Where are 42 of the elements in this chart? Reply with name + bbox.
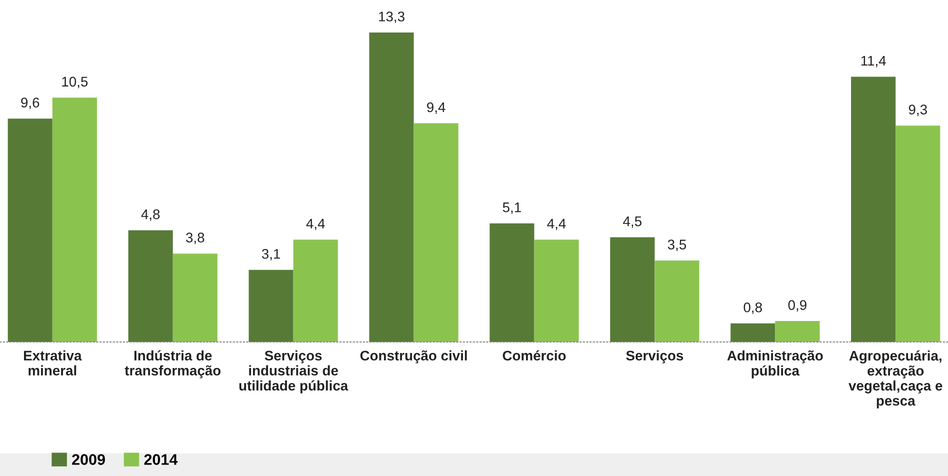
legend-label: 2009 (72, 454, 105, 465)
x-tick-label: Administração pública (727, 350, 823, 378)
x-tick-label: Serviços (626, 350, 684, 364)
bar (172, 254, 218, 342)
x-tick-label: Serviços industriais de utilidade pública (239, 350, 348, 394)
bar (293, 240, 338, 342)
data-label: 3,5 (668, 240, 686, 252)
data-label: 9,4 (427, 102, 446, 114)
x-tick-label: Indústria de transformação (124, 350, 221, 378)
bar (896, 126, 940, 342)
data-label: 10,5 (62, 76, 88, 88)
data-label: 5,1 (502, 202, 521, 214)
x-tick-label: Comércio (502, 350, 566, 361)
x-tick-label: Agropecuária, extração vegetal,caça e pesca (848, 350, 942, 408)
data-label: 9,6 (21, 98, 40, 110)
data-label: 4,5 (623, 216, 642, 228)
data-label: 9,3 (908, 104, 927, 116)
bar (775, 321, 820, 342)
data-label: 13,3 (379, 12, 404, 24)
bar (369, 32, 414, 342)
bar (730, 323, 776, 342)
bar (610, 237, 655, 342)
data-label: 11,4 (861, 56, 886, 68)
data-label: 0,8 (744, 302, 762, 314)
bar (534, 240, 579, 342)
data-label: 4,8 (141, 209, 160, 221)
data-label: 3,1 (262, 248, 280, 260)
x-tick-label: Construção civil (360, 350, 467, 364)
bar (52, 98, 97, 342)
data-label: 4,4 (306, 218, 325, 230)
x-tick-label: Extrativa mineral (24, 350, 82, 376)
legend-label: 2014 (144, 454, 178, 465)
bar (8, 118, 52, 342)
bar (128, 230, 173, 342)
data-label: 4,4 (547, 218, 566, 230)
bar (248, 270, 294, 342)
bar (490, 223, 534, 342)
data-label: 0,9 (788, 300, 806, 312)
bar (851, 76, 896, 342)
bar (654, 260, 700, 342)
data-label: 3,8 (186, 232, 204, 244)
bar (414, 123, 458, 342)
